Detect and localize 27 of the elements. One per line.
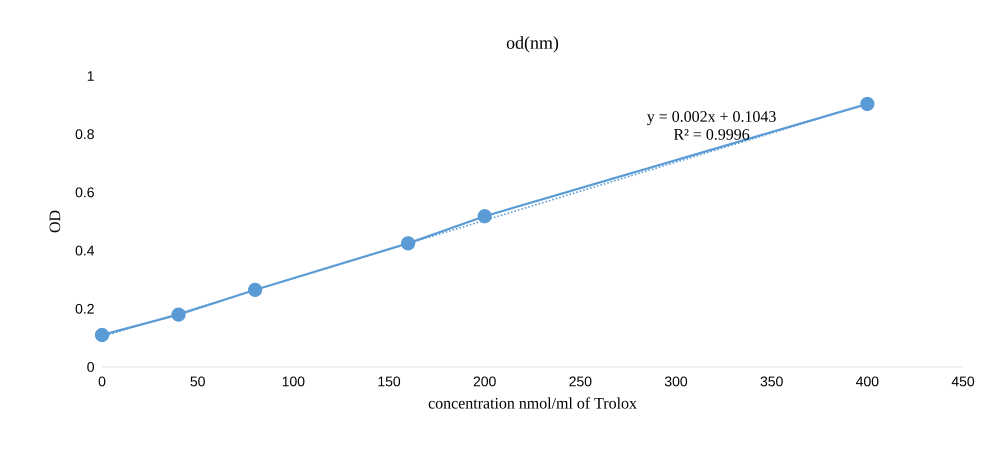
y-axis-title: OD: [50, 210, 60, 232]
point: [94, 328, 110, 342]
chart-title: od(nm): [506, 36, 558, 52]
annotation: R² = 0.9996: [674, 129, 750, 140]
x-tick-label: 100: [282, 376, 304, 386]
x-axis-title: concentration nmol/ml of Trolox: [428, 397, 637, 409]
x-tick-label: 200: [474, 376, 496, 386]
annotation: y = 0.002x + 0.1043: [647, 111, 776, 126]
x-tick-label: 0: [98, 376, 106, 386]
y-tick-label: 0.2: [76, 304, 94, 314]
y-tick-label: 0.4: [76, 246, 94, 256]
point: [401, 236, 416, 250]
x-tick-label: 450: [952, 376, 974, 386]
x-tick-label: 50: [190, 376, 205, 386]
x-tick-label: 250: [569, 376, 592, 386]
point: [248, 282, 262, 297]
y-tick-label: 0.8: [76, 129, 94, 140]
x-tick-label: 400: [856, 376, 878, 386]
x-tick-label: 150: [378, 376, 400, 386]
point: [478, 209, 492, 224]
y-tick-label: 0: [87, 362, 94, 372]
x-tick-label: 350: [760, 376, 783, 386]
y-tick-label: 1: [88, 71, 94, 81]
y-tick-label: 0.6: [76, 187, 94, 198]
point: [171, 308, 186, 322]
x-tick-label: 300: [664, 376, 688, 386]
point: [860, 96, 874, 112]
